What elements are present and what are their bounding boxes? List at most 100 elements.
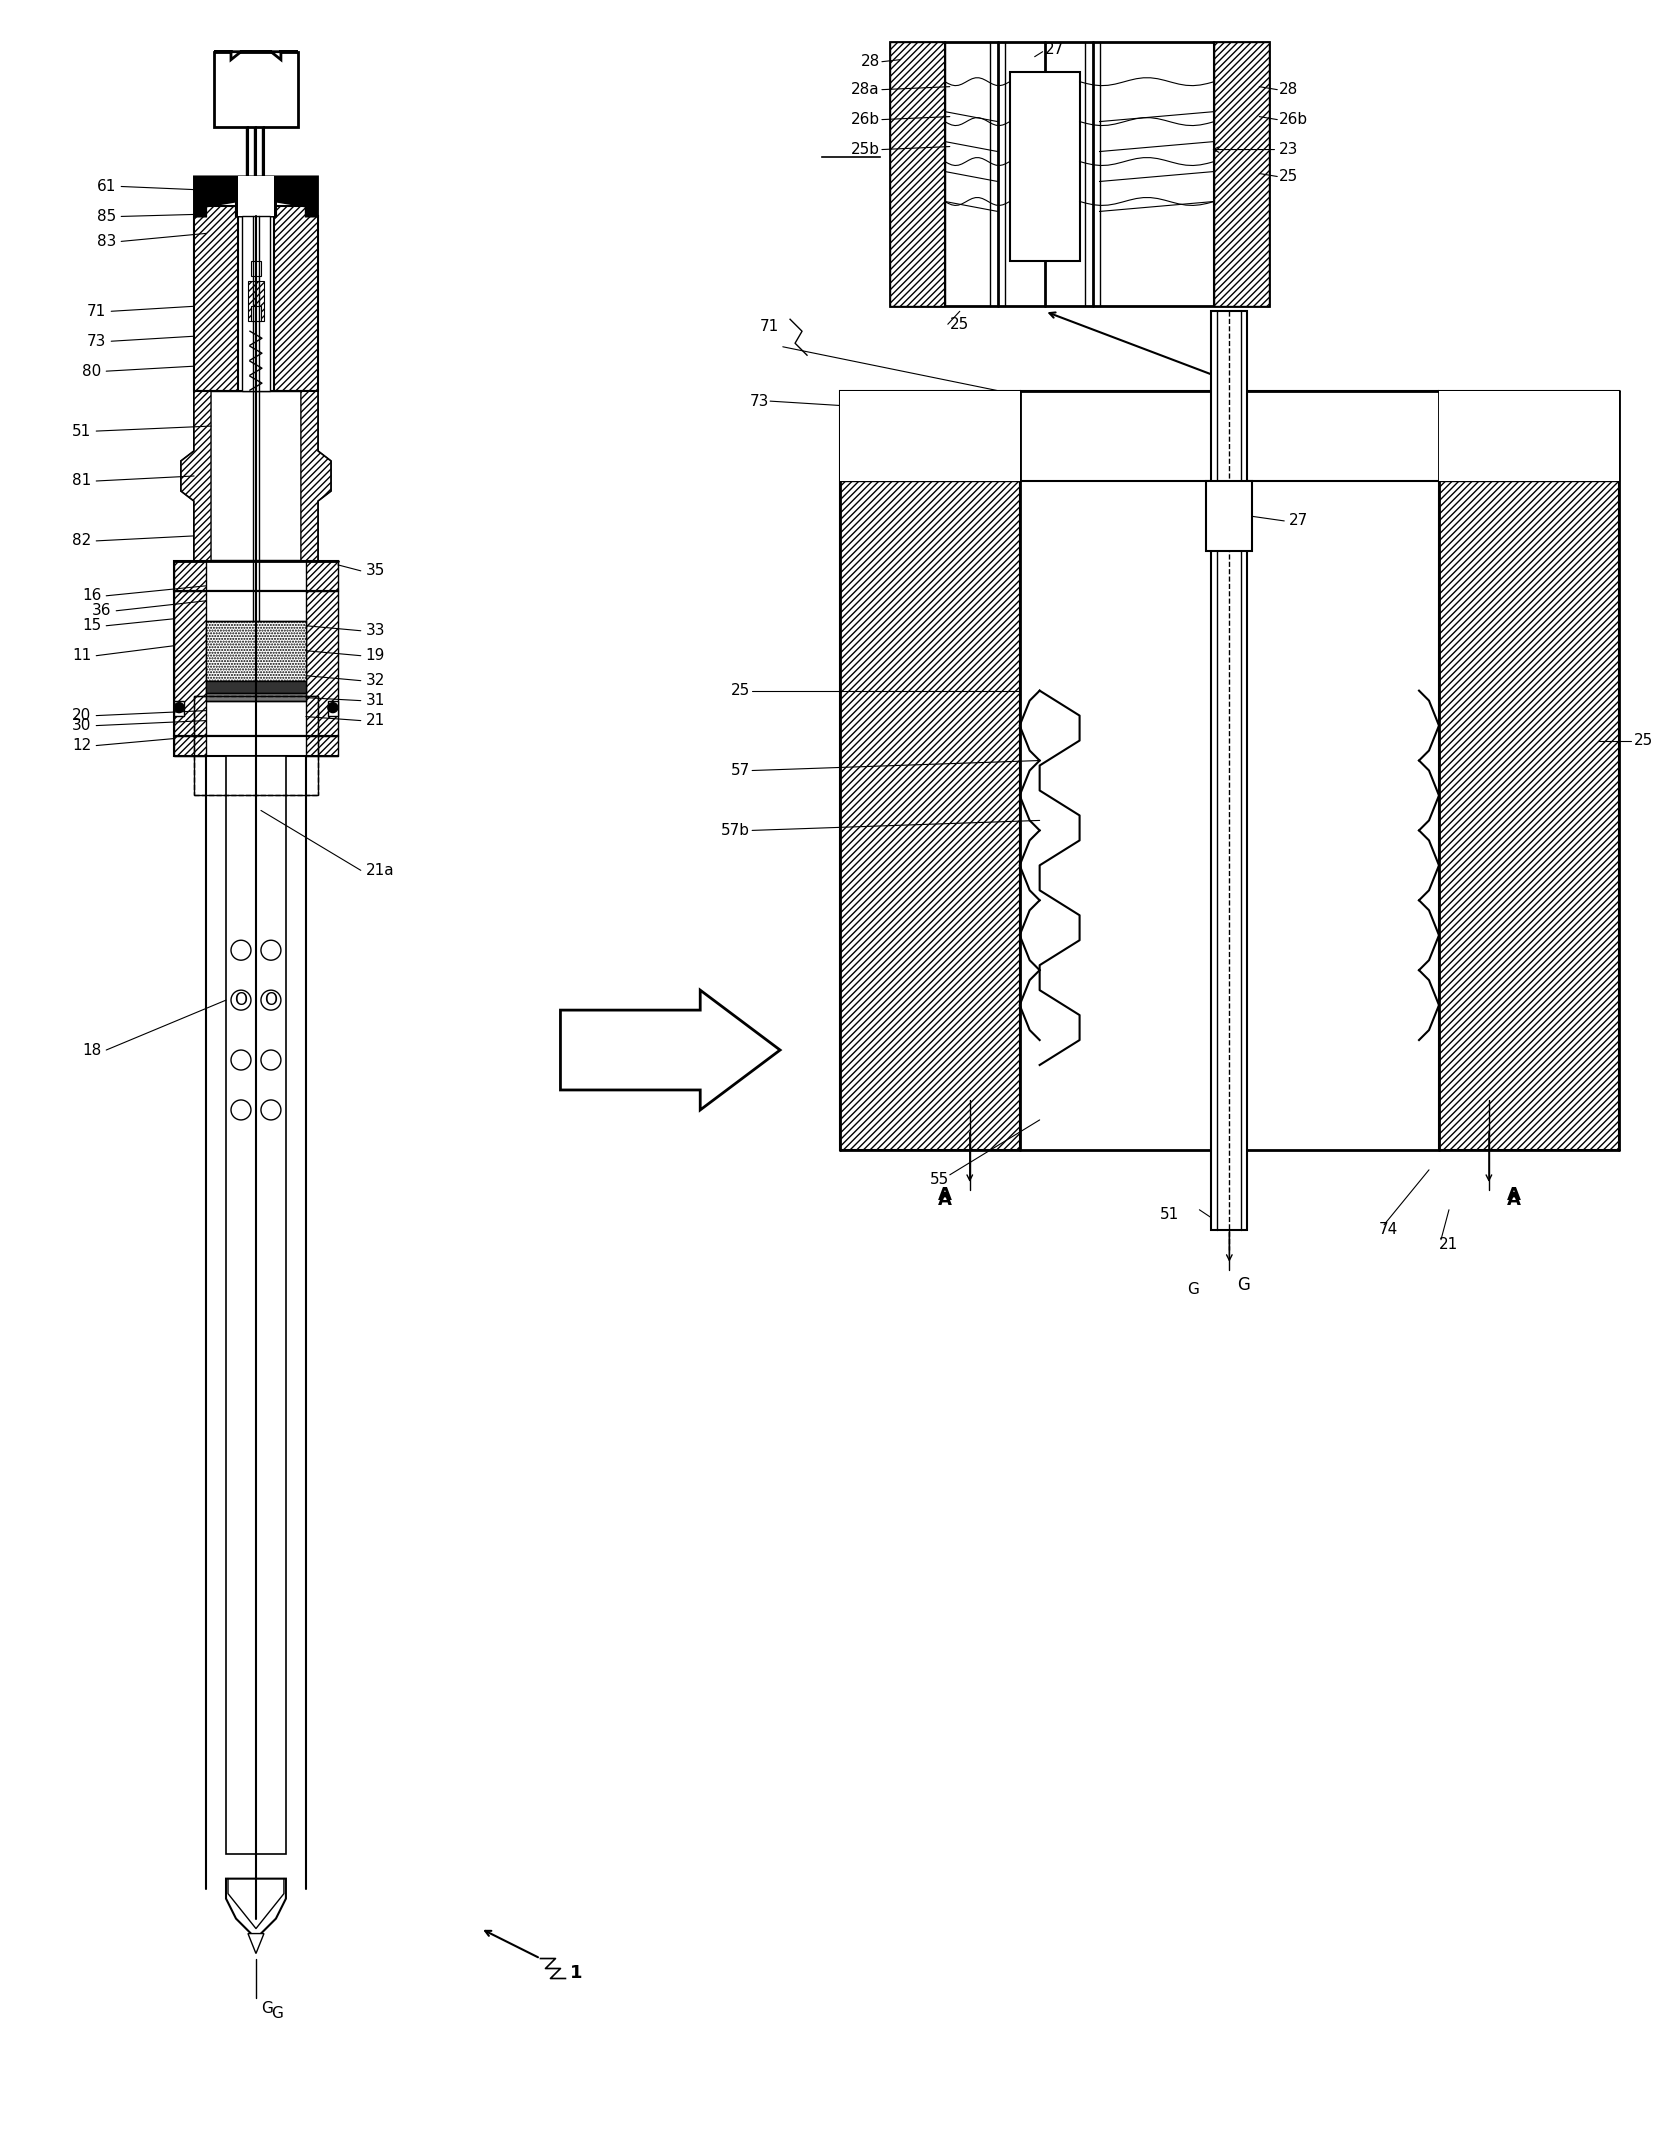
Text: 71: 71: [760, 320, 780, 335]
Text: A: A: [938, 1190, 951, 1210]
Bar: [328, 701, 338, 716]
Text: 73: 73: [750, 395, 770, 410]
Bar: [1438, 390, 1618, 1150]
Circle shape: [328, 704, 338, 712]
Text: 83: 83: [96, 234, 116, 249]
Bar: [206, 620, 306, 680]
Polygon shape: [195, 206, 238, 390]
Text: 57b: 57b: [722, 824, 750, 839]
Circle shape: [231, 1100, 251, 1120]
Text: 71: 71: [86, 305, 106, 320]
Polygon shape: [195, 176, 318, 217]
Text: 16: 16: [81, 588, 101, 603]
Bar: [840, 390, 1019, 480]
Text: 25: 25: [730, 682, 750, 697]
Polygon shape: [301, 390, 331, 560]
Bar: [1009, 71, 1079, 262]
Text: 31: 31: [366, 693, 386, 708]
Text: 25b: 25b: [851, 142, 880, 157]
Text: 61: 61: [96, 178, 116, 193]
Text: 25: 25: [1279, 169, 1299, 184]
Text: 28a: 28a: [851, 82, 880, 97]
Text: 25: 25: [950, 317, 970, 332]
Bar: [175, 701, 185, 716]
Bar: [251, 307, 261, 322]
Text: 35: 35: [366, 564, 386, 579]
Text: 51: 51: [72, 423, 91, 438]
Text: 21: 21: [366, 712, 386, 727]
Text: G: G: [261, 2001, 273, 2016]
Polygon shape: [306, 736, 338, 755]
Bar: [890, 41, 1269, 307]
Text: 73: 73: [86, 335, 106, 350]
Text: G: G: [1237, 1276, 1251, 1293]
Polygon shape: [181, 390, 331, 560]
Text: O: O: [234, 991, 248, 1008]
Bar: [175, 590, 206, 736]
Polygon shape: [215, 51, 298, 60]
Text: 11: 11: [72, 648, 91, 663]
Text: 57: 57: [730, 764, 750, 779]
Bar: [840, 390, 1019, 1150]
Text: 21: 21: [1438, 1238, 1458, 1253]
Polygon shape: [226, 1879, 286, 1939]
Circle shape: [231, 940, 251, 961]
Text: 20: 20: [72, 708, 91, 723]
Text: 32: 32: [366, 674, 386, 689]
Bar: [206, 693, 306, 701]
Bar: [248, 281, 264, 322]
Text: 36: 36: [91, 603, 111, 618]
Text: 21a: 21a: [366, 862, 394, 877]
Bar: [1438, 390, 1618, 480]
Text: 1: 1: [570, 1965, 584, 1982]
Bar: [251, 262, 261, 277]
Text: O: O: [264, 991, 278, 1008]
Polygon shape: [560, 991, 780, 1109]
Circle shape: [261, 940, 281, 961]
Bar: [195, 695, 318, 796]
Bar: [890, 41, 945, 307]
Text: 30: 30: [72, 719, 91, 734]
Circle shape: [175, 704, 185, 712]
Polygon shape: [175, 736, 206, 755]
Text: 25: 25: [1633, 734, 1653, 749]
Text: 82: 82: [72, 534, 91, 549]
Bar: [1214, 41, 1269, 307]
Bar: [243, 217, 269, 390]
Text: 23: 23: [1279, 142, 1299, 157]
Text: 80: 80: [81, 365, 101, 380]
Text: 12: 12: [72, 738, 91, 753]
Bar: [840, 390, 1019, 480]
Text: 33: 33: [366, 624, 386, 639]
Text: G: G: [1187, 1283, 1199, 1298]
Text: A: A: [1507, 1186, 1520, 1203]
Text: G: G: [271, 2006, 283, 2021]
Bar: [306, 590, 338, 736]
Circle shape: [261, 1051, 281, 1070]
Text: 51: 51: [1159, 1208, 1179, 1223]
Text: 26b: 26b: [1279, 112, 1309, 127]
Bar: [175, 590, 338, 736]
Bar: [175, 560, 338, 590]
Polygon shape: [181, 390, 211, 560]
Text: 28: 28: [1279, 82, 1299, 97]
Bar: [175, 736, 338, 755]
Polygon shape: [306, 560, 338, 590]
Bar: [1019, 390, 1438, 480]
Polygon shape: [248, 1933, 264, 1954]
Circle shape: [231, 991, 251, 1010]
Bar: [206, 680, 306, 693]
Text: 19: 19: [366, 648, 386, 663]
Polygon shape: [175, 560, 206, 590]
Text: 15: 15: [81, 618, 101, 633]
Text: 27: 27: [1289, 513, 1309, 528]
Text: 74: 74: [1379, 1223, 1399, 1238]
Text: A: A: [938, 1186, 951, 1203]
Circle shape: [261, 1100, 281, 1120]
Bar: [238, 176, 274, 217]
Bar: [1206, 480, 1252, 551]
Text: 18: 18: [81, 1042, 101, 1057]
Text: 85: 85: [96, 208, 116, 223]
Circle shape: [231, 1051, 251, 1070]
Text: 27: 27: [1044, 43, 1064, 58]
